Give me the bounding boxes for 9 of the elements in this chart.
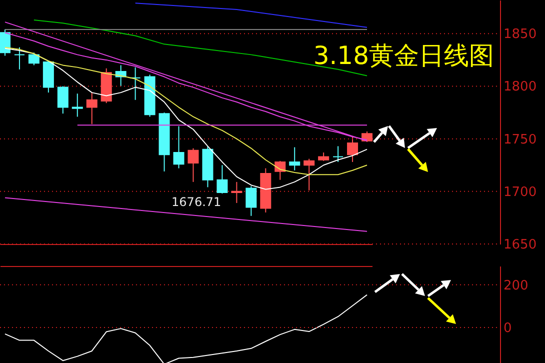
y-tick-label: 1650	[504, 238, 537, 252]
y-tick-label: 0	[504, 320, 512, 336]
text: 3.18黄金日线图	[313, 41, 494, 70]
y-tick-label: 1850	[504, 27, 537, 42]
y-tick-label: 1700	[504, 184, 537, 200]
y-tick-label: 200	[504, 278, 528, 294]
y-tick-label: 1800	[504, 80, 537, 95]
annotation: 1676.71	[172, 194, 222, 209]
y-tick-label: 1750	[504, 132, 537, 148]
